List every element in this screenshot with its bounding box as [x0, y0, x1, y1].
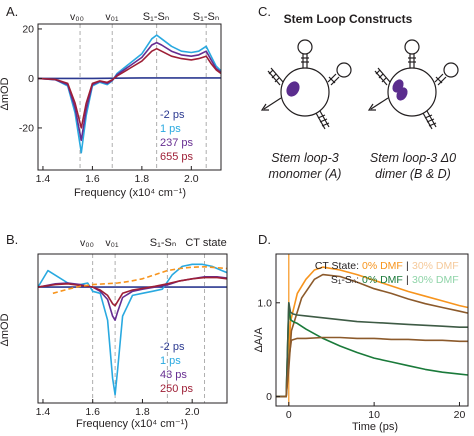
pyrene-label: [396, 87, 408, 101]
panel-a-legend: -2 ps 1 ps 237 ps 655 ps: [160, 109, 194, 163]
panel-b-marker-v01: v₀₁: [105, 237, 119, 249]
y-tick-label: 0: [266, 391, 272, 403]
panel-b-legend-item: -2 ps: [160, 341, 185, 353]
legend-ct-30dmf: 30% DMF: [412, 260, 459, 272]
caption-dimer-line2: dimer (B & D): [375, 167, 451, 181]
panel-b-legend: -2 ps 1 ps 43 ps 250 ps: [160, 341, 194, 395]
caption-monomer-line1: Stem loop-3: [271, 151, 338, 165]
trace-b-ct-fit: [52, 266, 228, 295]
panel-a-legend-item: 655 ps: [160, 151, 194, 163]
panel-b-marker-v00: v₀₀: [80, 237, 94, 249]
stem-right: [327, 62, 352, 86]
panel-b-plot-area: [37, 253, 228, 404]
x-tick-label: 10: [368, 409, 380, 421]
trace-a-1: [37, 34, 222, 154]
x-tick-label: 0: [286, 409, 292, 421]
stem-bottom: [315, 110, 330, 130]
stem-loop-dimer-diagram: [367, 39, 459, 130]
panel-a-marker-v01: v₀₁: [105, 11, 119, 23]
trace-a-2: [37, 41, 222, 142]
panel-b: B. 1.4 1.6 1.8 2.0 ΔmOD Frequency (x10⁴ cm⁻…: [0, 232, 228, 430]
panel-c-title: Stem Loop Constructs: [284, 12, 413, 26]
stem-left-with-arrows: [367, 67, 391, 111]
panel-c: C. Stem Loop Constructs: [258, 4, 459, 181]
x-tick-label: 2.0: [184, 173, 199, 185]
stem-left-with-arrows: [260, 67, 284, 111]
legend-s1sn-label: S₁-Sₙ:: [331, 274, 359, 286]
panel-a-plot-area: [37, 23, 222, 171]
panel-a-legend-item: 237 ps: [160, 137, 194, 149]
panel-a-letter: A.: [6, 4, 18, 19]
y-tick-label: -20: [19, 122, 34, 134]
panel-b-ylabel: ΔmOD: [0, 313, 11, 346]
panel-a-marker-s1sn-2: S₁-Sₙ: [193, 11, 219, 23]
x-tick-label: 1.4: [36, 406, 51, 418]
panel-a: A. 1.4 1.6 1.8 2.0 20 0 -20 ΔmOD Frequency (x…: [0, 4, 222, 199]
trace-d-3: [276, 302, 468, 398]
panel-b-legend-item: 1 ps: [160, 355, 181, 367]
panel-d-xlabel: Time (ps): [352, 421, 398, 433]
caption-monomer-line2: monomer (A): [269, 167, 342, 181]
panel-a-xlabel: Frequency (x10⁴ cm⁻¹): [74, 187, 186, 199]
panel-b-xlabel: Frequency (x10⁴ cm⁻¹): [76, 418, 188, 430]
legend-s1sn-0dmf: 0% DMF: [362, 274, 403, 286]
legend-s1sn-30dmf: 30% DMF: [412, 274, 459, 286]
trace-d-4: [276, 336, 468, 398]
x-tick-label: 1.6: [85, 173, 100, 185]
panel-b-marker-ct: CT state: [185, 237, 226, 249]
trace-a-0: [38, 77, 221, 80]
panel-b-legend-item: 250 ps: [160, 383, 194, 395]
panel-a-marker-v00: v₀₀: [70, 11, 84, 23]
legend-ct-0dmf: 0% DMF: [362, 260, 403, 272]
y-tick-label: 1.0: [257, 297, 272, 309]
x-tick-label: 1.8: [135, 406, 150, 418]
panel-a-marker-s1sn-1: S₁-Sₙ: [143, 11, 169, 23]
panel-a-legend-item: 1 ps: [160, 123, 181, 135]
panel-c-letter: C.: [258, 4, 271, 19]
x-tick-label: 1.8: [135, 173, 150, 185]
panel-d-plot-area: [275, 253, 469, 407]
pyrene-label: [286, 81, 300, 97]
stem-top: [404, 39, 420, 68]
y-tick-label: 0: [28, 73, 34, 85]
panel-a-legend-item: -2 ps: [160, 109, 185, 121]
panel-a-ylabel: ΔmOD: [0, 77, 11, 110]
x-tick-label: 20: [454, 409, 466, 421]
panel-b-marker-s1sn: S₁-Sₙ: [150, 237, 176, 249]
loop-circle: [387, 67, 437, 117]
stem-bottom: [422, 110, 437, 130]
panel-d-letter: D.: [258, 232, 271, 247]
trace-d-1: [276, 273, 469, 398]
trace-d-0: [276, 266, 469, 398]
legend-s1sn-separator: |: [406, 274, 409, 286]
trace-d-2: [276, 302, 469, 398]
panel-d: D. 0 10 20 1.0 0 ΔA/A Time (ps) CT State: 0…: [253, 232, 469, 433]
panel-b-letter: B.: [6, 232, 18, 247]
x-tick-label: 2.0: [185, 406, 200, 418]
trace-a-3: [37, 47, 222, 129]
y-tick-label: 20: [22, 23, 34, 35]
stem-right: [434, 62, 459, 86]
legend-ct-separator: |: [406, 260, 409, 272]
panel-d-ylabel: ΔA/A: [253, 327, 265, 353]
stem-loop-monomer-diagram: [260, 39, 352, 130]
x-tick-label: 1.6: [85, 406, 100, 418]
legend-ct-label: CT State:: [315, 260, 359, 272]
stem-top: [297, 39, 313, 68]
panel-b-legend-item: 43 ps: [160, 369, 187, 381]
loop-circle: [280, 67, 330, 117]
x-tick-label: 1.4: [36, 173, 51, 185]
panel-d-legend: CT State: 0% DMF | 30% DMF S₁-Sₙ: 0% DMF…: [315, 260, 459, 286]
caption-dimer-line1: Stem loop-3 Δ0: [370, 151, 456, 165]
trace-b-3: [37, 276, 228, 307]
